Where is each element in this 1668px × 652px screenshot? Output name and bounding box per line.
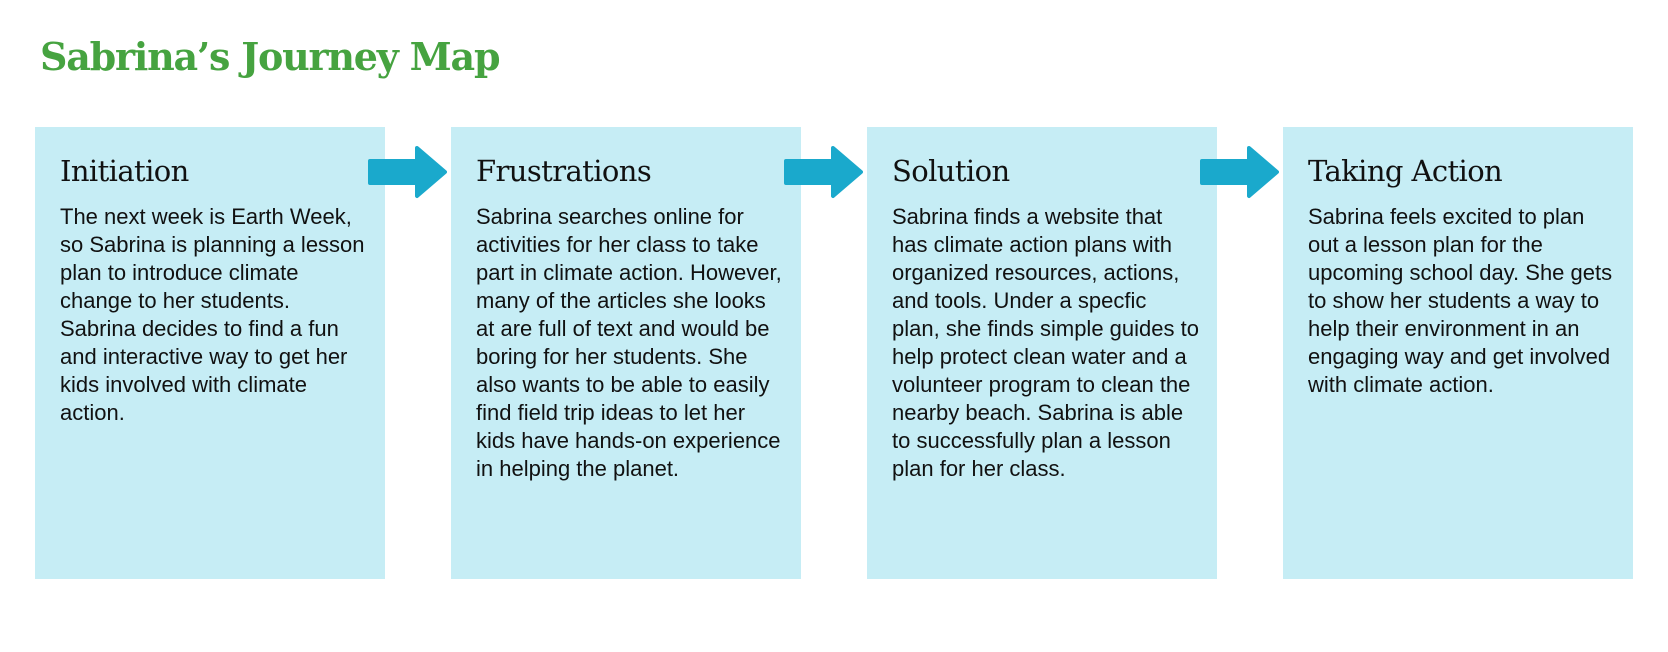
arrow-right-icon bbox=[1200, 146, 1279, 198]
stage-heading: Solution bbox=[892, 154, 1010, 188]
stage-description: Sabrina feels excited to plan out a less… bbox=[1308, 204, 1613, 398]
stage-card-taking-action: Taking Action Sabrina feels excited to p… bbox=[1283, 127, 1633, 579]
stage-card-frustrations: Frustrations Sabrina searches online for… bbox=[451, 127, 801, 579]
stage-description: Sabrina searches online for activities f… bbox=[476, 204, 782, 482]
stage-heading: Initiation bbox=[60, 154, 189, 188]
stage-card-solution: Solution Sabrina finds a website that ha… bbox=[867, 127, 1217, 579]
stage-description: The next week is Earth Week, so Sabrina … bbox=[60, 204, 365, 426]
arrow-right-icon bbox=[368, 146, 447, 198]
stage-card-initiation: Initiation The next week is Earth Week, … bbox=[35, 127, 385, 579]
arrow-right-icon bbox=[784, 146, 863, 198]
page-title: Sabrina’s Journey Map bbox=[40, 34, 501, 79]
stage-description: Sabrina finds a website that has climate… bbox=[892, 204, 1199, 482]
stage-heading: Frustrations bbox=[476, 154, 652, 188]
stage-heading: Taking Action bbox=[1308, 154, 1503, 188]
